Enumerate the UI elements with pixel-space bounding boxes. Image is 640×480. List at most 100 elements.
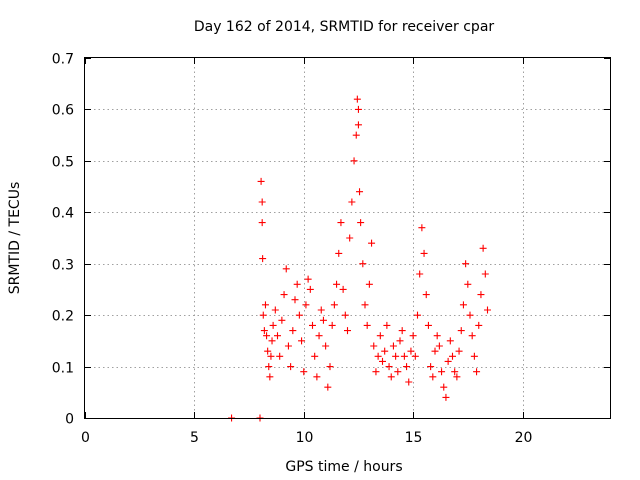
data-point xyxy=(459,301,467,309)
data-point xyxy=(326,363,334,371)
x-tick-label: 10 xyxy=(296,430,314,446)
data-point xyxy=(481,270,489,278)
x-tick-label: 20 xyxy=(515,430,533,446)
data-point xyxy=(407,347,415,355)
data-point xyxy=(309,321,316,329)
data-point xyxy=(403,363,411,371)
data-point xyxy=(433,332,441,340)
data-point xyxy=(431,347,439,355)
grid xyxy=(85,58,610,418)
data-point xyxy=(311,352,319,360)
data-point xyxy=(449,352,456,360)
data-point xyxy=(422,291,430,299)
data-point xyxy=(330,301,338,309)
data-point xyxy=(455,347,463,355)
data-point xyxy=(271,306,279,314)
data-point xyxy=(405,378,413,386)
data-point xyxy=(420,249,428,257)
x-tick-label: 15 xyxy=(405,430,423,446)
data-point xyxy=(414,311,421,319)
data-point xyxy=(451,368,459,376)
y-tick-label: 0.6 xyxy=(52,103,74,119)
plot-frame xyxy=(84,57,611,419)
data-point xyxy=(260,327,268,335)
data-point xyxy=(300,368,308,376)
y-tick-label: 0.7 xyxy=(52,52,74,68)
y-axis: 0 0.1 0.2 0.3 0.4 0.5 0.6 0.7 xyxy=(52,52,610,428)
data-point xyxy=(258,198,266,206)
data-point xyxy=(361,301,369,309)
chart-title: Day 162 of 2014, SRMTID for receiver cpa… xyxy=(194,19,495,35)
x-axis-label: GPS time / hours xyxy=(285,459,402,475)
y-tick-label: 0 xyxy=(65,412,74,428)
data-point xyxy=(484,306,491,314)
data-point xyxy=(354,121,362,129)
data-point xyxy=(381,347,389,355)
data-point xyxy=(276,352,284,360)
data-point xyxy=(317,306,325,314)
data-point xyxy=(383,321,391,329)
y-tick-label: 0.1 xyxy=(52,361,74,377)
data-point xyxy=(298,337,306,345)
data-point xyxy=(269,321,277,329)
data-point xyxy=(394,368,402,376)
data-point xyxy=(444,357,452,365)
data-point xyxy=(477,291,485,299)
data-point xyxy=(365,280,373,288)
data-point xyxy=(337,219,345,227)
data-point xyxy=(268,337,276,345)
data-point xyxy=(389,342,397,350)
data-point xyxy=(453,373,461,381)
data-point xyxy=(322,342,330,350)
data-point xyxy=(442,393,450,401)
data-point xyxy=(440,383,448,391)
data-point xyxy=(379,357,386,365)
data-point xyxy=(418,224,426,232)
x-tick-label: 0 xyxy=(81,430,90,446)
data-point xyxy=(257,177,265,185)
data-point xyxy=(354,105,362,113)
data-point xyxy=(475,321,483,329)
data-point xyxy=(353,95,361,103)
data-point xyxy=(429,373,437,381)
data-point xyxy=(396,337,404,345)
data-point xyxy=(372,368,380,376)
data-point xyxy=(392,352,400,360)
data-point xyxy=(438,368,446,376)
data-point xyxy=(280,291,288,299)
data-point xyxy=(356,188,364,196)
data-point xyxy=(287,363,295,371)
data-series xyxy=(228,95,491,422)
data-point xyxy=(263,332,271,340)
data-point xyxy=(385,363,393,371)
data-point xyxy=(370,342,378,350)
data-point xyxy=(304,275,312,283)
data-point xyxy=(319,316,327,324)
data-point xyxy=(416,270,424,278)
data-point xyxy=(368,239,376,247)
data-point xyxy=(291,296,299,304)
data-point xyxy=(324,383,332,391)
data-point xyxy=(259,311,267,319)
data-point xyxy=(363,321,371,329)
data-point xyxy=(466,311,474,319)
data-point xyxy=(346,234,354,242)
data-point xyxy=(427,363,435,371)
data-point xyxy=(335,249,343,257)
data-point xyxy=(479,244,487,252)
data-point xyxy=(387,373,395,381)
data-point xyxy=(289,327,297,335)
y-tick-label: 0.2 xyxy=(52,309,74,325)
data-point xyxy=(284,342,292,350)
data-point xyxy=(261,301,269,309)
data-point xyxy=(302,301,310,309)
data-point xyxy=(446,337,454,345)
data-point xyxy=(306,285,314,293)
data-point xyxy=(376,332,384,340)
data-point xyxy=(339,285,347,293)
data-point xyxy=(462,260,470,268)
x-tick-label: 5 xyxy=(190,430,199,446)
data-point xyxy=(274,332,281,340)
data-point xyxy=(265,363,273,371)
